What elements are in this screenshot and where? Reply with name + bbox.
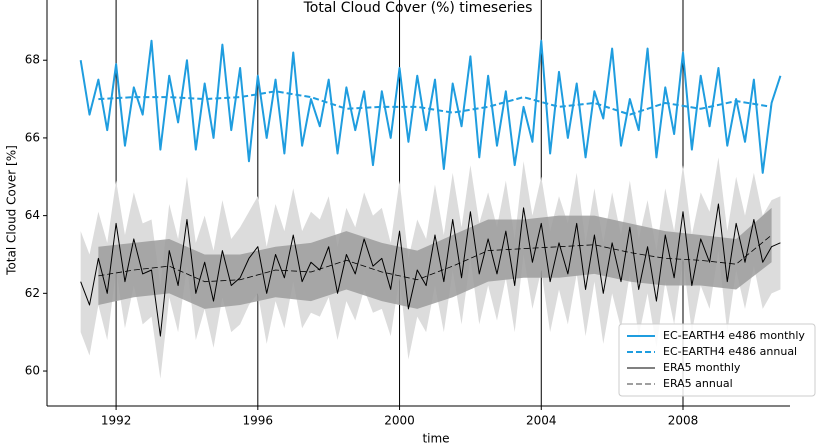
legend: EC-EARTH4 e486 monthly EC-EARTH4 e486 ann… <box>618 323 816 397</box>
chart-title: Total Cloud Cover (%) timeseries <box>303 0 533 16</box>
y-axis-label: Total Cloud Cover [%] <box>5 145 19 276</box>
y-tick-label: 62 <box>25 286 40 300</box>
x-axis-label: time <box>422 432 449 446</box>
legend-label: ERA5 monthly <box>663 361 741 374</box>
x-tick-label: 2000 <box>384 414 415 428</box>
series-line <box>80 203 781 337</box>
x-tick-label: 1992 <box>101 414 132 428</box>
x-tick-label: 2008 <box>668 414 699 428</box>
legend-label: EC-EARTH4 e486 monthly <box>663 329 805 342</box>
series-line <box>79 39 782 174</box>
x-tick-label: 1996 <box>243 414 274 428</box>
y-tick-label: 60 <box>25 364 40 378</box>
y-tick-label: 68 <box>25 53 40 67</box>
series-line <box>98 90 772 116</box>
y-tick-label: 66 <box>25 130 40 144</box>
y-tick-label: 64 <box>25 208 40 222</box>
legend-label: ERA5 annual <box>663 377 733 390</box>
range-band <box>98 207 772 309</box>
legend-box <box>618 323 816 397</box>
series-line <box>98 234 772 283</box>
legend-label: EC-EARTH4 e486 annual <box>663 345 797 358</box>
x-tick-label: 2004 <box>526 414 557 428</box>
